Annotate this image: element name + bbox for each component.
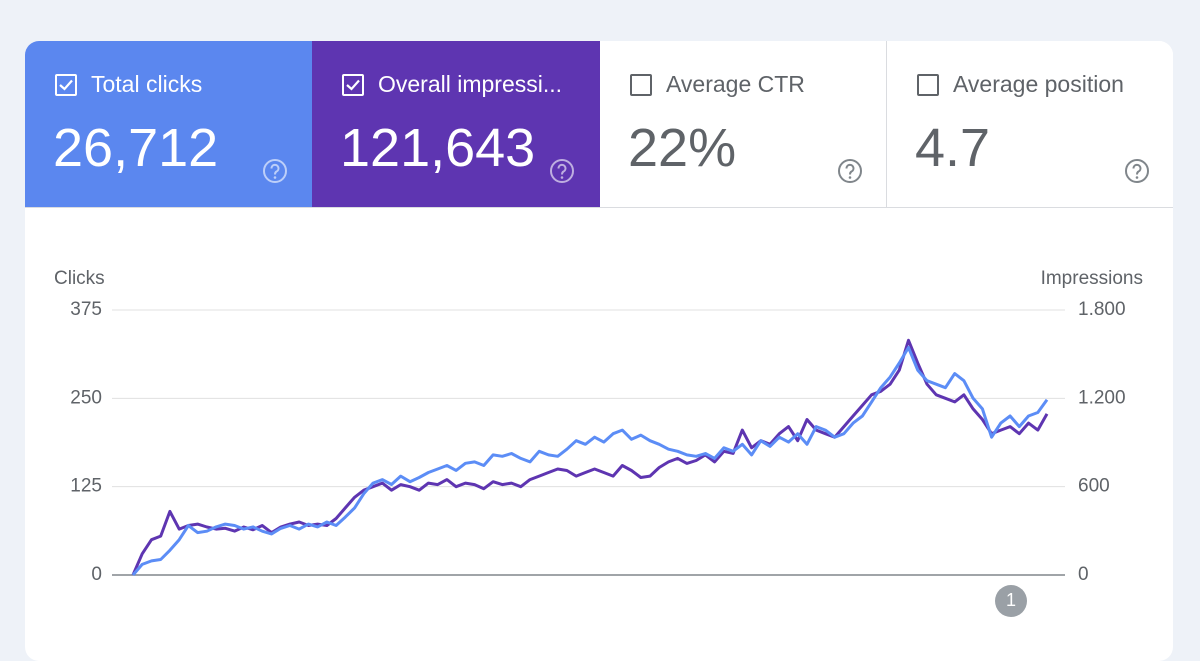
annotation-label: 1 bbox=[1006, 590, 1016, 610]
series-line bbox=[131, 346, 1049, 576]
y-tick-label: 0 bbox=[91, 564, 102, 585]
y2-tick-label: 600 bbox=[1078, 476, 1110, 497]
help-circle bbox=[838, 159, 862, 183]
y-axis-label: Clicks bbox=[54, 268, 105, 289]
chart: Clicks Impressions 0 125 250 375 0 600 1.200 1.80… bbox=[54, 268, 1143, 617]
help-glyph bbox=[270, 163, 280, 175]
check-path bbox=[59, 79, 73, 91]
performance-panel: Total clicks 26,712 Overall impressi... 121… bbox=[25, 41, 1173, 661]
help-glyph bbox=[1132, 163, 1142, 175]
page: Total clicks 26,712 Overall impressi... 121… bbox=[25, 41, 1173, 661]
card-title: Average position bbox=[953, 71, 1124, 97]
y-tick-label: 125 bbox=[70, 476, 102, 497]
help-circle bbox=[263, 159, 287, 183]
checkbox[interactable] bbox=[630, 74, 652, 96]
y2-tick-label: 0 bbox=[1078, 564, 1089, 585]
help-circle bbox=[1125, 159, 1149, 183]
help-circle bbox=[550, 159, 574, 183]
annotation-marker[interactable] bbox=[995, 585, 1027, 617]
card-value: 4.7 bbox=[915, 118, 991, 178]
help-dot bbox=[273, 176, 277, 179]
checkbox[interactable] bbox=[342, 74, 364, 96]
y-tick-label: 375 bbox=[70, 299, 102, 320]
help-dot bbox=[848, 176, 852, 179]
help-dot bbox=[1135, 176, 1139, 179]
help-glyph bbox=[557, 163, 567, 175]
metric-card[interactable]: Average CTR 22% bbox=[600, 41, 887, 208]
check-mark bbox=[59, 79, 73, 91]
metric-card[interactable]: Average position 4.7 bbox=[887, 41, 1173, 208]
checkbox[interactable] bbox=[55, 74, 77, 96]
checkbox[interactable] bbox=[917, 74, 939, 96]
y-tick-label: 250 bbox=[70, 387, 102, 408]
series-line bbox=[131, 338, 1049, 576]
check-mark bbox=[346, 79, 360, 91]
check-path bbox=[346, 79, 360, 91]
metric-card[interactable]: Overall impressi... 121,643 bbox=[312, 41, 600, 208]
y2-tick-label: 1.200 bbox=[1078, 387, 1126, 408]
y2-tick-label: 1.800 bbox=[1078, 299, 1126, 320]
help-icon[interactable] bbox=[549, 158, 575, 184]
metric-card[interactable]: Total clicks 26,712 bbox=[25, 41, 312, 208]
help-icon[interactable] bbox=[837, 158, 863, 184]
y2-axis-label: Impressions bbox=[1041, 268, 1143, 289]
card-title: Total clicks bbox=[91, 71, 203, 97]
card-value: 22% bbox=[628, 118, 737, 178]
card-value: 26,712 bbox=[53, 118, 219, 178]
help-dot bbox=[560, 176, 564, 179]
help-glyph bbox=[845, 163, 855, 175]
card-title: Overall impressi... bbox=[378, 71, 563, 97]
card-value: 121,643 bbox=[340, 118, 536, 178]
help-icon[interactable] bbox=[1124, 158, 1150, 184]
card-title: Average CTR bbox=[666, 71, 805, 97]
help-icon[interactable] bbox=[262, 158, 288, 184]
